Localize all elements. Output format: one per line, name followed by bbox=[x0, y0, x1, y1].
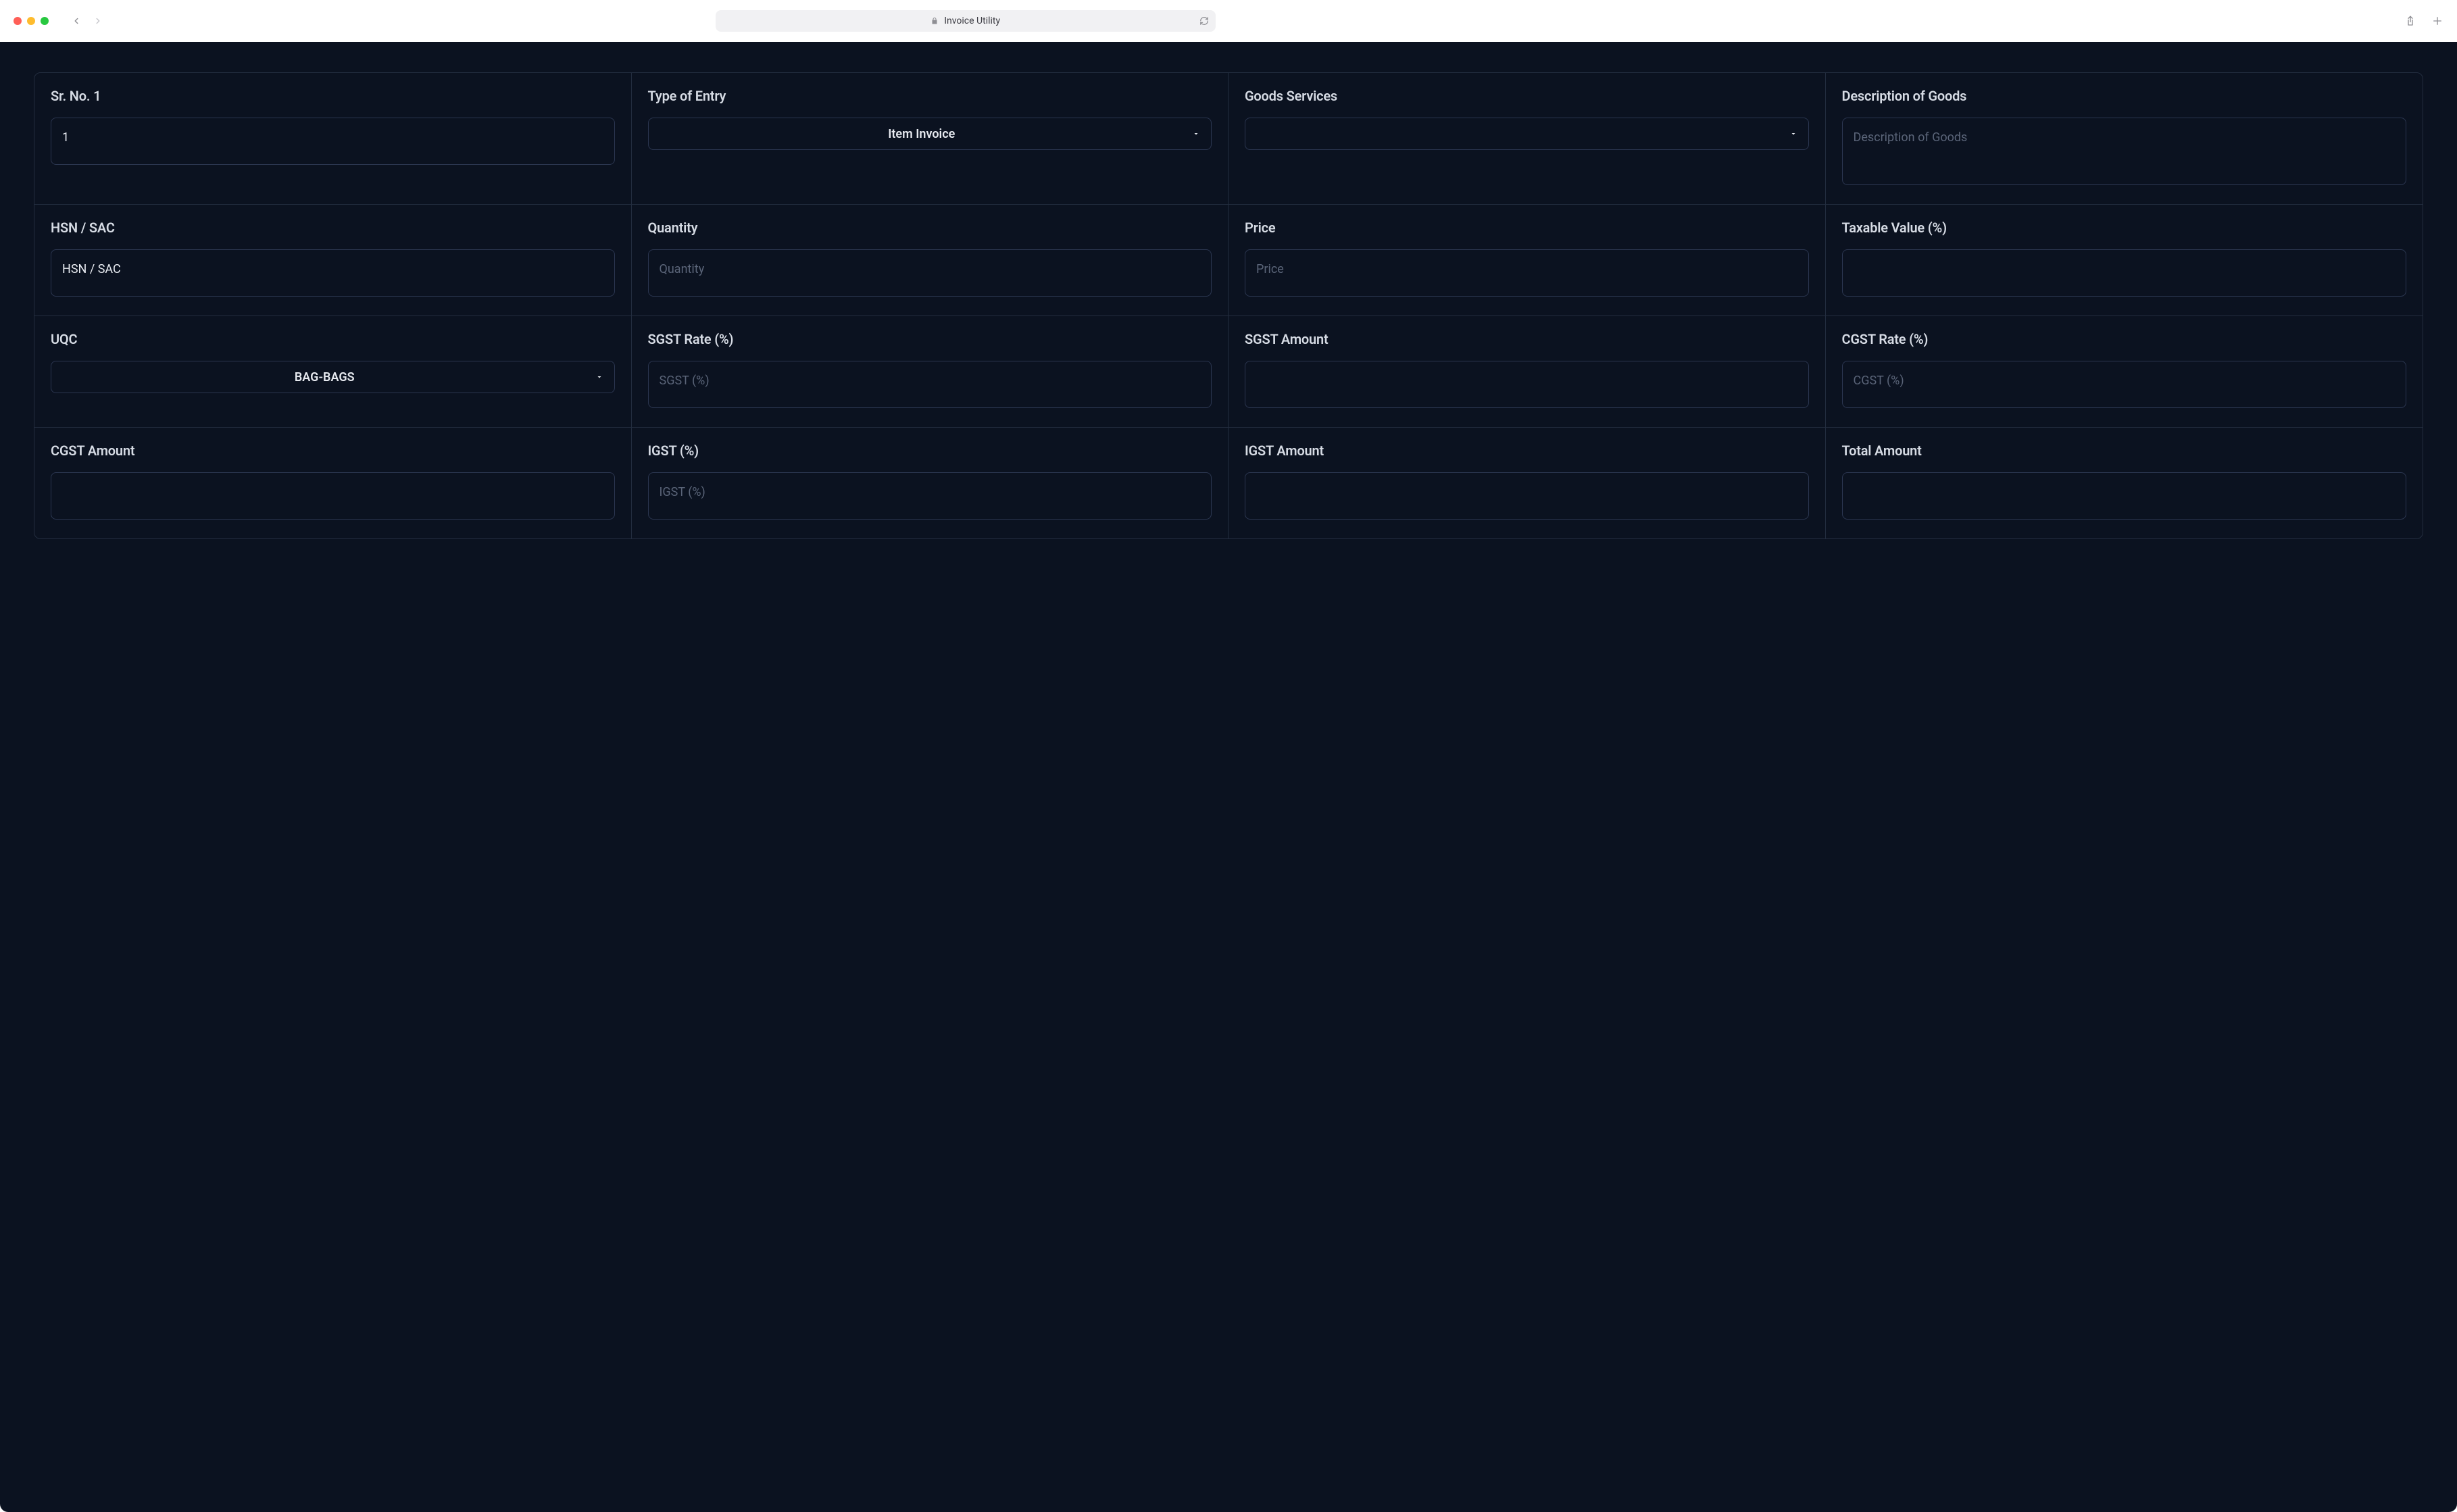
form-cell-cgst_rate: CGST Rate (%) bbox=[1826, 316, 2423, 428]
nav-forward-button[interactable] bbox=[93, 14, 103, 28]
hsn_sac-input[interactable] bbox=[51, 249, 615, 297]
sr_no-input[interactable] bbox=[51, 118, 615, 165]
form-cell-uqc: UQC BAG-BAGS bbox=[34, 316, 632, 428]
total_amt-input[interactable] bbox=[1842, 472, 2407, 520]
uqc-dropdown-value: BAG-BAGS bbox=[62, 370, 587, 384]
form-cell-igst_amt: IGST Amount bbox=[1228, 428, 1826, 538]
desc_goods-input[interactable] bbox=[1842, 118, 2407, 185]
chevron-down-icon bbox=[595, 373, 603, 381]
cgst_amt-input[interactable] bbox=[51, 472, 615, 520]
window-minimize-button[interactable] bbox=[27, 17, 35, 25]
field-label-sr_no: Sr. No. 1 bbox=[51, 88, 615, 104]
chevron-down-icon bbox=[1789, 130, 1797, 138]
form-cell-sr_no: Sr. No. 1 bbox=[34, 73, 632, 205]
form-cell-entry_type: Type of Entry Item Invoice bbox=[632, 73, 1229, 205]
quantity-input[interactable] bbox=[648, 249, 1212, 297]
field-label-cgst_rate: CGST Rate (%) bbox=[1842, 331, 2407, 347]
nav-arrows bbox=[72, 14, 103, 28]
field-label-price: Price bbox=[1245, 220, 1809, 236]
form-cell-desc_goods: Description of Goods bbox=[1826, 73, 2423, 205]
address-bar[interactable]: Invoice Utility bbox=[716, 10, 1216, 32]
form-cell-sgst_amt: SGST Amount bbox=[1228, 316, 1826, 428]
field-label-igst_amt: IGST Amount bbox=[1245, 443, 1809, 459]
field-label-entry_type: Type of Entry bbox=[648, 88, 1212, 104]
form-cell-taxable_val: Taxable Value (%) bbox=[1826, 205, 2423, 316]
field-label-total_amt: Total Amount bbox=[1842, 443, 2407, 459]
chrome-right-controls bbox=[2404, 15, 2443, 27]
sgst_rate-input[interactable] bbox=[648, 361, 1212, 408]
form-cell-quantity: Quantity bbox=[632, 205, 1229, 316]
window-close-button[interactable] bbox=[14, 17, 22, 25]
entry_type-dropdown-value: Item Invoice bbox=[660, 127, 1185, 141]
form-cell-total_amt: Total Amount bbox=[1826, 428, 2423, 538]
igst_amt-input[interactable] bbox=[1245, 472, 1809, 520]
field-label-quantity: Quantity bbox=[648, 220, 1212, 236]
igst_rate-input[interactable] bbox=[648, 472, 1212, 520]
browser-window: Invoice Utility Sr. No. 1 Type of Entry It… bbox=[0, 0, 2457, 1512]
form-cell-goods_svc: Goods Services bbox=[1228, 73, 1826, 205]
field-label-uqc: UQC bbox=[51, 331, 615, 347]
field-label-hsn_sac: HSN / SAC bbox=[51, 220, 615, 236]
browser-chrome: Invoice Utility bbox=[0, 0, 2457, 42]
field-label-cgst_amt: CGST Amount bbox=[51, 443, 615, 459]
field-label-sgst_rate: SGST Rate (%) bbox=[648, 331, 1212, 347]
taxable_val-input[interactable] bbox=[1842, 249, 2407, 297]
price-input[interactable] bbox=[1245, 249, 1809, 297]
field-label-desc_goods: Description of Goods bbox=[1842, 88, 2407, 104]
form-cell-igst_rate: IGST (%) bbox=[632, 428, 1229, 538]
window-zoom-button[interactable] bbox=[41, 17, 49, 25]
reload-icon[interactable] bbox=[1199, 16, 1209, 26]
entry_type-dropdown[interactable]: Item Invoice bbox=[648, 118, 1212, 150]
cgst_rate-input[interactable] bbox=[1842, 361, 2407, 408]
field-label-goods_svc: Goods Services bbox=[1245, 88, 1809, 104]
app-body: Sr. No. 1 Type of Entry Item Invoice Goods … bbox=[0, 42, 2457, 1512]
form-cell-price: Price bbox=[1228, 205, 1826, 316]
form-cell-hsn_sac: HSN / SAC bbox=[34, 205, 632, 316]
share-icon[interactable] bbox=[2404, 15, 2416, 27]
sgst_amt-input[interactable] bbox=[1245, 361, 1809, 408]
nav-back-button[interactable] bbox=[72, 14, 81, 28]
field-label-igst_rate: IGST (%) bbox=[648, 443, 1212, 459]
field-label-taxable_val: Taxable Value (%) bbox=[1842, 220, 2407, 236]
traffic-lights bbox=[14, 17, 49, 25]
uqc-dropdown[interactable]: BAG-BAGS bbox=[51, 361, 615, 393]
invoice-form-grid: Sr. No. 1 Type of Entry Item Invoice Goods … bbox=[34, 73, 2423, 538]
lock-icon bbox=[930, 17, 939, 25]
goods_svc-dropdown[interactable] bbox=[1245, 118, 1809, 150]
chevron-down-icon bbox=[1192, 130, 1200, 138]
new-tab-icon[interactable] bbox=[2431, 15, 2443, 27]
form-cell-sgst_rate: SGST Rate (%) bbox=[632, 316, 1229, 428]
field-label-sgst_amt: SGST Amount bbox=[1245, 331, 1809, 347]
page-title: Invoice Utility bbox=[944, 16, 1000, 26]
invoice-form-card: Sr. No. 1 Type of Entry Item Invoice Goods … bbox=[34, 72, 2423, 539]
form-cell-cgst_amt: CGST Amount bbox=[34, 428, 632, 538]
